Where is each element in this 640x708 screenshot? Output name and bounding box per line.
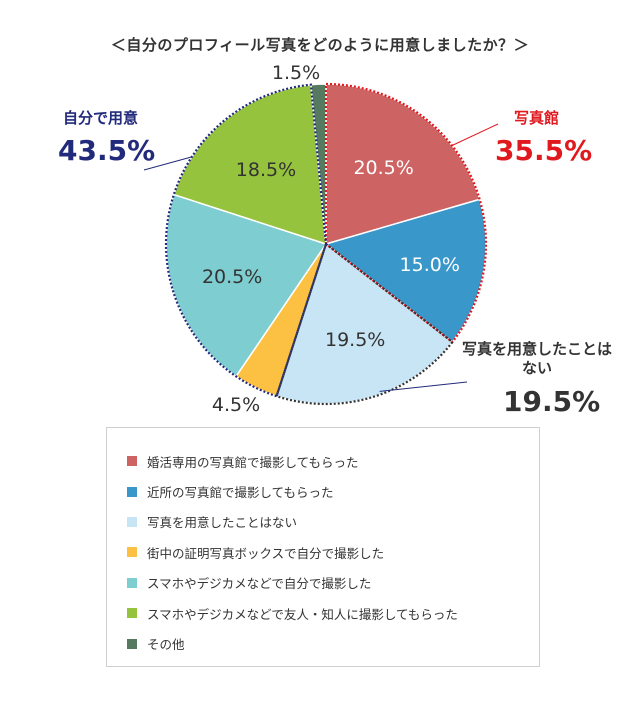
pie-chart: 20.5% 15.0% 19.5% 4.5% 20.5% 18.5% 1.5% xyxy=(143,62,499,416)
legend-label: スマホやデジカメなどで自分で撮影した xyxy=(147,576,372,592)
legend-swatch xyxy=(127,456,137,467)
slice-value-label: 19.5% xyxy=(325,329,385,351)
legend-swatch xyxy=(127,577,137,588)
legend-label: 街中の証明写真ボックスで自分で撮影した xyxy=(147,545,385,561)
leader-line xyxy=(143,156,192,171)
leader-line xyxy=(379,381,468,392)
legend-item: 婚活専用の写真館で撮影してもらった xyxy=(127,446,539,476)
legend-label: スマホやデジカメなどで友人・知人に撮影してもらった xyxy=(147,606,458,622)
legend: 婚活専用の写真館で撮影してもらった 近所の写真館で撮影してもらった 写真を用意したこ… xyxy=(106,427,540,667)
legend-item: スマホやデジカメなどで自分で撮影した xyxy=(127,568,539,598)
legend-swatch xyxy=(127,608,137,619)
legend-swatch xyxy=(127,486,137,497)
legend-swatch xyxy=(127,638,137,649)
group-outline xyxy=(324,82,488,344)
legend-label: その他 xyxy=(147,637,185,653)
legend-item: スマホやデジカメなどで友人・知人に撮影してもらった xyxy=(127,598,539,628)
legend-label: 近所の写真館で撮影してもらった xyxy=(147,485,334,501)
legend-item: 近所の写真館で撮影してもらった xyxy=(127,476,539,506)
legend-label: 写真を用意したことはない xyxy=(147,515,298,531)
slice-value-label: 20.5% xyxy=(353,157,413,179)
slice-value-label: 1.5% xyxy=(272,62,320,84)
legend-item: 写真を用意したことはない xyxy=(127,507,539,537)
legend-item: その他 xyxy=(127,628,539,658)
group-percent-no-photo: 19.5% xyxy=(503,385,601,418)
legend-item: 街中の証明写真ボックスで自分で撮影した xyxy=(127,537,539,567)
legend-label: 婚活専用の写真館で撮影してもらった xyxy=(147,454,359,470)
chart-title: ＜自分のプロフィール写真をどのように用意しましたか？＞ xyxy=(110,36,530,54)
group-percent-self: 43.5% xyxy=(58,134,156,167)
legend-swatch xyxy=(127,547,137,558)
slice-value-label: 4.5% xyxy=(212,394,260,416)
group-label-photo-studio: 写真館 xyxy=(514,109,560,127)
leader-line xyxy=(451,123,499,146)
group-outline xyxy=(275,242,454,406)
slice-value-label: 18.5% xyxy=(236,159,296,181)
legend-swatch xyxy=(127,516,137,527)
slice-value-label: 15.0% xyxy=(400,254,460,276)
group-label-self: 自分で用意 xyxy=(63,109,139,127)
group-percent-photo-studio: 35.5% xyxy=(495,134,593,167)
slice-value-label: 20.5% xyxy=(202,266,262,288)
group-label-no-photo: 写真を用意したことはない xyxy=(462,340,613,377)
